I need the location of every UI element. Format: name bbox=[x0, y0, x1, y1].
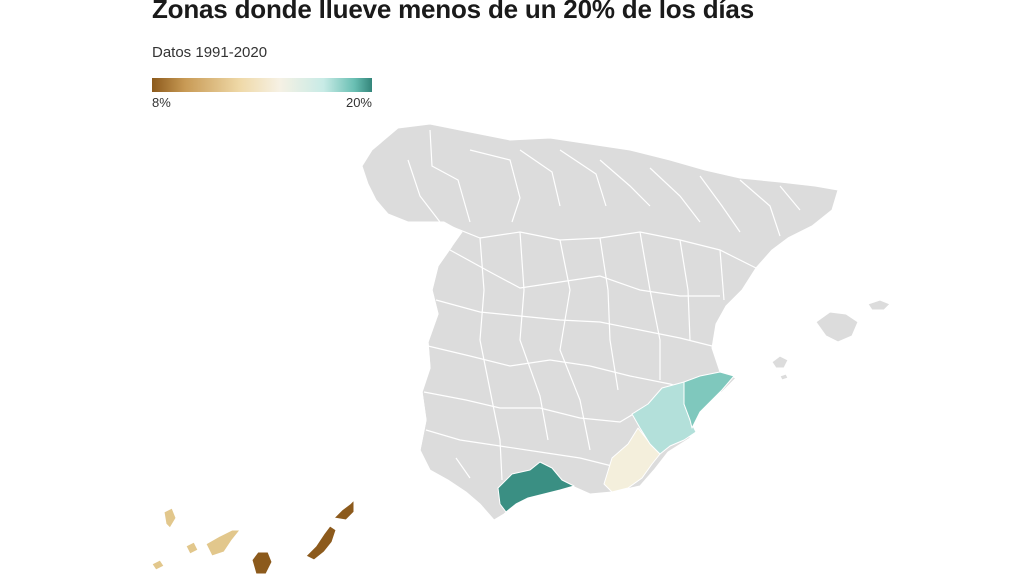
province-murcia bbox=[631, 381, 697, 455]
island-la-gomera bbox=[185, 541, 199, 555]
island-mallorca bbox=[815, 311, 859, 343]
map-subtitle: Datos 1991-2020 bbox=[152, 44, 268, 61]
province-borders bbox=[407, 129, 801, 481]
island-fuerteventura bbox=[305, 525, 337, 561]
province-malaga bbox=[497, 461, 575, 513]
island-menorca bbox=[867, 299, 891, 311]
legend-labels: 8% 20% bbox=[152, 95, 372, 111]
island-ibiza bbox=[771, 355, 789, 369]
island-lanzarote bbox=[333, 499, 355, 521]
portugal-border bbox=[419, 245, 453, 451]
legend-min-label: 8% bbox=[152, 95, 171, 110]
map-title: Zonas donde llueve menos de un 20% de lo… bbox=[152, 0, 754, 24]
legend-gradient-bar bbox=[152, 78, 372, 92]
island-el-hierro bbox=[151, 559, 165, 571]
island-la-palma bbox=[163, 507, 177, 529]
island-formentera bbox=[779, 373, 789, 381]
island-tenerife bbox=[205, 529, 241, 557]
legend-max-label: 20% bbox=[345, 95, 372, 110]
province-alicante bbox=[683, 371, 735, 429]
color-legend: 8% 20% bbox=[152, 78, 372, 111]
island-gran-canaria bbox=[251, 551, 273, 575]
